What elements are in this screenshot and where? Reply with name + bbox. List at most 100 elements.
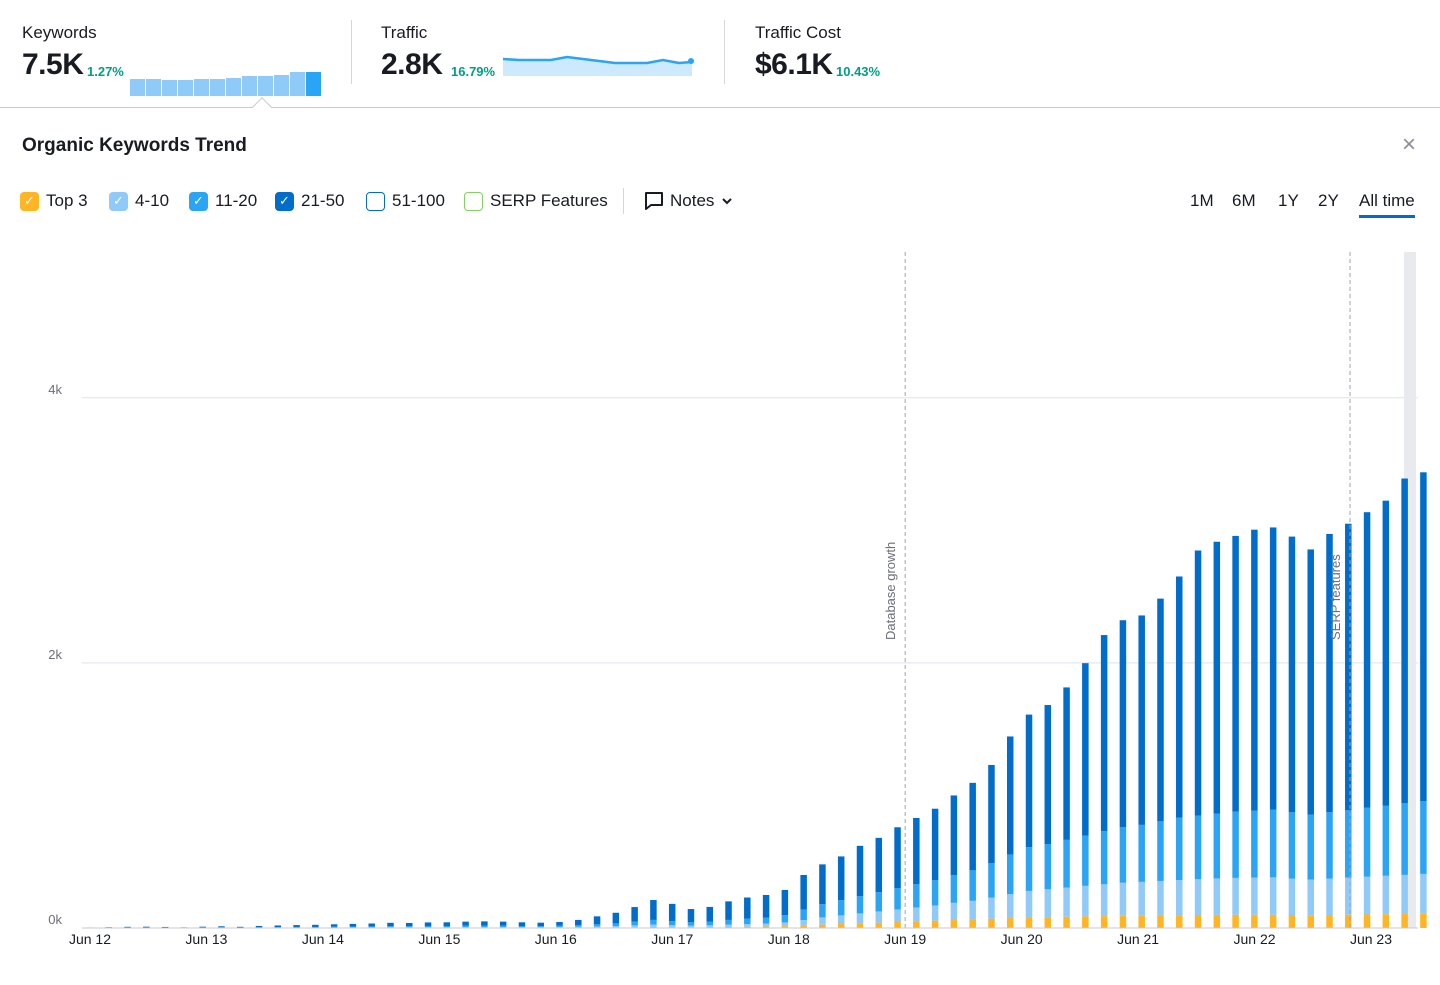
bar-segment-21-50 — [1345, 523, 1352, 811]
bar-segment-top-3 — [837, 924, 845, 928]
filter-checkbox-21-50[interactable]: ✓ 21-50 — [275, 188, 344, 214]
bar-segment-21-50 — [593, 916, 601, 925]
bar-segment-21-50 — [1288, 536, 1296, 813]
bar-segment-21-50 — [406, 922, 413, 927]
range-tab-1m[interactable]: 1M — [1190, 191, 1214, 210]
notes-icon — [645, 192, 663, 210]
bar-segment-21-50 — [950, 795, 958, 875]
metric-divider — [724, 20, 725, 84]
filter-checkbox-11-20[interactable]: ✓ 11-20 — [189, 188, 257, 214]
bar-segment-11-20 — [725, 919, 732, 925]
bar-segment-11-20 — [931, 880, 939, 906]
bar-segment-top-3 — [1213, 914, 1221, 928]
bar-segment-4-10 — [631, 925, 638, 928]
bar-segment-21-50 — [481, 921, 488, 926]
keywords-sparkline — [130, 72, 322, 96]
bar-segment-21-50 — [1138, 615, 1145, 825]
bar-segment-11-20 — [781, 915, 789, 923]
bar-segment-top-3 — [1326, 915, 1333, 928]
range-tab-6m[interactable]: 6M — [1232, 191, 1256, 210]
bar-segment-top-3 — [1138, 915, 1145, 928]
bar-segment-21-50 — [274, 925, 282, 928]
bar-segment-top-3 — [1082, 916, 1089, 928]
filter-checkbox-serp-features[interactable]: SERP Features — [464, 188, 608, 214]
bar-segment-4-10 — [800, 920, 807, 926]
notes-dropdown[interactable]: Notes — [644, 188, 734, 214]
bar-segment-11-20 — [349, 926, 357, 928]
sparkline-bar — [178, 79, 193, 96]
filter-checkbox-top-3[interactable]: ✓ Top 3 — [20, 188, 88, 214]
bar-segment-top-3 — [875, 922, 883, 928]
bar-segment-21-50 — [1044, 705, 1052, 845]
bar-segment-4-10 — [518, 927, 526, 928]
traffic-cost-label: Traffic Cost — [755, 23, 841, 42]
bar-segment-11-20 — [1363, 807, 1371, 877]
bar-segment-21-50 — [894, 827, 901, 889]
range-tab-2y[interactable]: 2Y — [1318, 191, 1339, 210]
close-icon[interactable]: × — [1401, 131, 1416, 158]
traffic-cost-metric[interactable]: Traffic Cost $6.1K 10.43% — [755, 20, 955, 84]
bar-segment-11-20 — [1307, 814, 1314, 880]
x-tick-label: Jun 18 — [768, 931, 810, 947]
bar-segment-11-20 — [424, 926, 432, 928]
bar-segment-21-50 — [687, 909, 695, 923]
bar-segment-21-50 — [781, 889, 789, 916]
bar-segment-top-3 — [800, 925, 807, 928]
bar-segment-11-20 — [499, 925, 507, 927]
bar-segment-4-10 — [387, 927, 394, 928]
bar-segment-11-20 — [687, 922, 695, 926]
bar-segment-top-3 — [913, 921, 920, 928]
traffic-delta: 16.79% — [451, 64, 496, 79]
bar-segment-21-50 — [255, 926, 263, 928]
range-tab-all-time[interactable]: All time — [1359, 188, 1415, 218]
range-tab-1y[interactable]: 1Y — [1278, 191, 1299, 210]
bar-segment-21-50 — [1420, 472, 1427, 802]
bar-segment-21-50 — [462, 921, 469, 926]
bar-segment-4-10 — [406, 927, 413, 928]
x-tick-label: Jun 19 — [884, 931, 926, 947]
bar-segment-11-20 — [1044, 844, 1052, 890]
bar-segment-top-3 — [1232, 914, 1239, 928]
bar-segment-21-50 — [236, 926, 244, 928]
bar-segment-11-20 — [537, 926, 544, 928]
filter-label: 11-20 — [215, 191, 258, 210]
bar-segment-21-50 — [293, 925, 300, 927]
bar-segment-21-50 — [725, 901, 732, 920]
bar-segment-top-3 — [1345, 914, 1352, 928]
panel-title: Organic Keywords Trend — [22, 135, 247, 156]
bar-segment-top-3 — [1119, 915, 1127, 928]
bar-segment-4-10 — [1382, 875, 1390, 915]
bar-segment-11-20 — [762, 917, 770, 924]
bar-segment-4-10 — [1138, 881, 1145, 916]
filter-divider — [623, 188, 624, 214]
sparkline-bar — [290, 72, 305, 96]
bar-segment-21-50 — [387, 922, 394, 927]
bar-segment-4-10 — [1063, 887, 1070, 917]
bar-segment-21-50 — [1063, 687, 1070, 840]
bar-segment-4-10 — [1194, 879, 1202, 916]
sparkline-bar — [274, 74, 289, 96]
sparkline-bar — [130, 78, 145, 96]
traffic-metric[interactable]: Traffic 2.8K 16.79% — [381, 20, 701, 84]
bar-segment-21-50 — [668, 903, 676, 922]
bar-segment-11-20 — [1269, 809, 1277, 878]
bar-segment-11-20 — [819, 904, 826, 918]
bar-segment-21-50 — [143, 926, 150, 928]
bar-segment-11-20 — [593, 924, 601, 927]
filter-checkbox-4-10[interactable]: ✓ 4-10 — [109, 188, 169, 214]
bar-segment-top-3 — [856, 923, 864, 928]
bar-segment-4-10 — [1363, 876, 1371, 915]
bar-segment-21-50 — [762, 894, 770, 918]
bar-segment-21-50 — [1119, 620, 1127, 827]
filter-checkbox-51-100[interactable]: 51-100 — [366, 188, 445, 214]
bar-segment-11-20 — [1288, 812, 1296, 879]
bar-segment-top-3 — [1063, 916, 1070, 928]
bar-segment-21-50 — [744, 897, 751, 919]
bar-segment-4-10 — [762, 923, 770, 927]
bar-segment-21-50 — [1082, 663, 1089, 836]
bar-segment-4-10 — [1401, 874, 1408, 914]
keywords-metric[interactable]: Keywords 7.5K 1.27% — [22, 20, 332, 96]
bar-segment-21-50 — [650, 900, 657, 920]
bar-segment-4-10 — [1345, 877, 1352, 915]
metrics-bar: Keywords 7.5K 1.27% Traffic 2.8K 16.79% … — [0, 0, 1440, 108]
